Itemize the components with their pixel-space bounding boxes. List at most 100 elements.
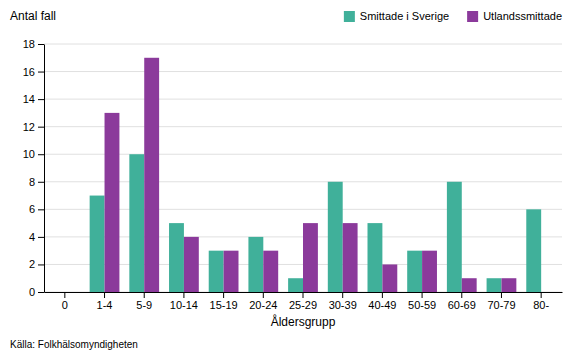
tick-mark bbox=[38, 72, 44, 73]
tick-label: 70-79 bbox=[487, 299, 515, 311]
tick-mark bbox=[38, 44, 44, 45]
tick-label: 0 bbox=[29, 286, 35, 298]
tick-mark bbox=[104, 292, 105, 298]
tick-mark bbox=[501, 292, 502, 298]
legend-item: Smittade i Sverige bbox=[344, 10, 449, 22]
tick-label: 40-49 bbox=[368, 299, 396, 311]
chart-container: 02468101214161801-45-910-1415-1920-2425-… bbox=[0, 0, 578, 354]
tick-label: 20-24 bbox=[249, 299, 277, 311]
legend-label: Utlandssmittade bbox=[483, 10, 562, 22]
tick: 2 bbox=[29, 258, 44, 270]
bar bbox=[248, 237, 263, 292]
tick-mark bbox=[144, 292, 145, 298]
tick-mark bbox=[38, 209, 44, 210]
tick: 4 bbox=[29, 231, 44, 243]
bar bbox=[184, 237, 199, 292]
tick-label: 15-19 bbox=[210, 299, 238, 311]
bars bbox=[90, 58, 542, 292]
tick-label: 8 bbox=[29, 176, 35, 188]
grid-line bbox=[44, 99, 562, 100]
tick-mark bbox=[422, 292, 423, 298]
bar bbox=[144, 58, 159, 292]
tick: 25-29 bbox=[289, 292, 317, 311]
grid-line bbox=[44, 71, 562, 72]
tick: 5-9 bbox=[136, 292, 152, 311]
tick-label: 6 bbox=[29, 203, 35, 215]
tick-label: 10-14 bbox=[170, 299, 198, 311]
bar bbox=[422, 251, 437, 292]
tick: 10 bbox=[23, 148, 44, 160]
tick: 50-59 bbox=[408, 292, 436, 311]
grid bbox=[44, 44, 562, 292]
tick-label: 60-69 bbox=[448, 299, 476, 311]
tick-mark bbox=[303, 292, 304, 298]
tick-mark bbox=[38, 182, 44, 183]
tick: 40-49 bbox=[368, 292, 396, 311]
bar bbox=[541, 292, 556, 293]
tick-mark bbox=[38, 264, 44, 265]
bar bbox=[526, 209, 541, 292]
legend: Smittade i Sverige Utlandssmittade bbox=[344, 10, 562, 22]
tick-mark bbox=[38, 237, 44, 238]
bar bbox=[105, 113, 120, 292]
tick-mark bbox=[38, 154, 44, 155]
tick-label: 16 bbox=[23, 66, 35, 78]
tick-mark bbox=[183, 292, 184, 298]
tick: 1-4 bbox=[97, 292, 113, 311]
tick-label: 10 bbox=[23, 148, 35, 160]
tick-label: 12 bbox=[23, 121, 35, 133]
bar bbox=[303, 223, 318, 292]
tick-label: 0 bbox=[62, 299, 68, 311]
axis-line bbox=[44, 45, 45, 293]
y-axis-label: Antal fall bbox=[10, 9, 56, 23]
x-axis: 0 1-4 5-9 10-14 15-19 20-24 25-29 30-39 40-49 50-… bbox=[45, 292, 563, 311]
tick-label: 5-9 bbox=[136, 299, 152, 311]
bar bbox=[129, 154, 144, 292]
bar bbox=[407, 251, 422, 292]
tick-label: 25-29 bbox=[289, 299, 317, 311]
tick: 12 bbox=[23, 121, 44, 133]
bar bbox=[169, 223, 184, 292]
source: Källa: Folkhälsomyndigheten bbox=[10, 339, 138, 350]
tick: 6 bbox=[29, 203, 44, 215]
bar bbox=[368, 223, 383, 292]
tick-mark bbox=[382, 292, 383, 298]
bar bbox=[288, 278, 303, 292]
x-axis-label: Åldersgrupp bbox=[271, 314, 336, 329]
bar bbox=[447, 182, 462, 292]
plot-area: 02468101214161801-45-910-1415-1920-2425-… bbox=[23, 38, 563, 311]
legend-item: Utlandssmittade bbox=[467, 10, 562, 22]
tick: 0 bbox=[29, 286, 44, 298]
tick-mark bbox=[263, 292, 264, 298]
tick-label: 80- bbox=[533, 299, 549, 311]
tick: 70-79 bbox=[487, 292, 515, 311]
bar bbox=[328, 182, 343, 292]
legend-swatch bbox=[344, 11, 355, 22]
bar bbox=[224, 251, 239, 292]
bar bbox=[50, 292, 65, 293]
tick-label: 4 bbox=[29, 231, 35, 243]
tick: 30-39 bbox=[329, 292, 357, 311]
tick-label: 30-39 bbox=[329, 299, 357, 311]
tick: 80- bbox=[533, 292, 549, 311]
tick: 20-24 bbox=[249, 292, 277, 311]
y-axis: 024681012141618 bbox=[23, 38, 45, 298]
bar bbox=[462, 278, 477, 292]
tick-mark bbox=[38, 127, 44, 128]
tick: 15-19 bbox=[210, 292, 238, 311]
chart-svg: 02468101214161801-45-910-1415-1920-2425-… bbox=[0, 0, 578, 354]
legend-swatch bbox=[467, 11, 478, 22]
tick-label: 2 bbox=[29, 258, 35, 270]
bar bbox=[263, 251, 278, 292]
bar bbox=[343, 223, 358, 292]
tick: 18 bbox=[23, 38, 44, 50]
tick: 8 bbox=[29, 176, 44, 188]
bar bbox=[90, 196, 105, 292]
tick-mark bbox=[342, 292, 343, 298]
bar-series bbox=[105, 58, 517, 292]
bar bbox=[209, 251, 224, 292]
tick-mark bbox=[64, 292, 65, 298]
grid-line bbox=[44, 154, 562, 155]
bar bbox=[382, 264, 397, 292]
tick: 16 bbox=[23, 66, 44, 78]
